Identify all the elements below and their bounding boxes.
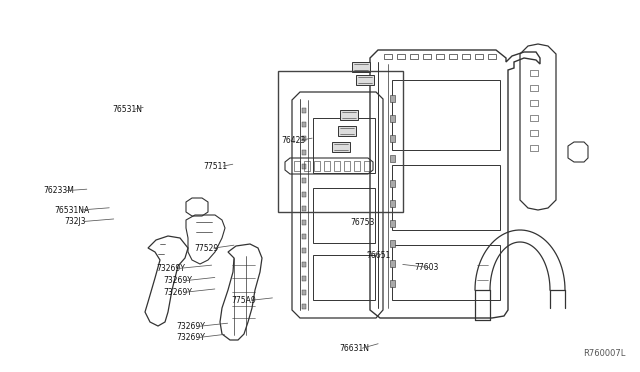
Bar [302, 290, 306, 295]
Bar [390, 180, 395, 187]
Bar [410, 54, 418, 59]
Bar [392, 165, 500, 230]
Text: 76631N: 76631N [339, 344, 369, 353]
Bar [356, 75, 374, 85]
Bar [314, 161, 320, 171]
Bar [462, 54, 470, 59]
Text: 73269Y: 73269Y [163, 276, 192, 285]
Bar [302, 192, 306, 197]
Text: 76531NA: 76531NA [54, 206, 90, 215]
Bar [302, 122, 306, 127]
Text: 73269Y: 73269Y [176, 333, 205, 342]
Bar [390, 200, 395, 207]
Bar [364, 161, 370, 171]
Bar [390, 115, 395, 122]
Bar [304, 161, 310, 171]
Text: 73269Y: 73269Y [176, 322, 205, 331]
Bar [344, 161, 350, 171]
Bar [324, 161, 330, 171]
Bar [302, 178, 306, 183]
Text: R760007L: R760007L [582, 349, 625, 358]
Bar [334, 161, 340, 171]
Bar [354, 161, 360, 171]
Bar [302, 108, 306, 113]
Bar [397, 54, 405, 59]
Bar [390, 240, 395, 247]
Text: 77511: 77511 [204, 162, 228, 171]
Bar [390, 280, 395, 287]
Bar [302, 150, 306, 155]
Bar [390, 135, 395, 142]
Text: 77529: 77529 [194, 244, 218, 253]
Text: 73269Y: 73269Y [163, 288, 192, 297]
Bar [390, 220, 395, 227]
Text: 775A9: 775A9 [232, 296, 257, 305]
Bar [338, 126, 356, 136]
Bar [390, 95, 395, 102]
Bar [302, 136, 306, 141]
Text: 76423: 76423 [282, 136, 306, 145]
Text: 76753: 76753 [351, 218, 375, 227]
Bar [488, 54, 496, 59]
Bar [302, 164, 306, 169]
Bar [340, 110, 358, 120]
Bar [390, 260, 395, 267]
Bar [530, 115, 538, 121]
Bar [302, 304, 306, 309]
Bar [294, 161, 300, 171]
Bar [530, 100, 538, 106]
Bar [384, 54, 392, 59]
Text: 732J3: 732J3 [64, 217, 86, 226]
Bar [392, 245, 500, 300]
Bar [278, 71, 403, 212]
Bar [436, 54, 444, 59]
Bar [313, 255, 375, 300]
Text: 76233M: 76233M [44, 186, 74, 195]
Bar [302, 276, 306, 281]
Bar [530, 85, 538, 91]
Bar [390, 155, 395, 162]
Bar [423, 54, 431, 59]
Bar [530, 145, 538, 151]
Bar [392, 80, 500, 150]
Text: 76531N: 76531N [112, 105, 142, 114]
Bar [530, 70, 538, 76]
Bar [449, 54, 457, 59]
Bar [530, 130, 538, 136]
Bar [302, 248, 306, 253]
Bar [313, 118, 375, 173]
Bar [352, 62, 370, 72]
Text: 73269Y: 73269Y [157, 264, 186, 273]
Bar [475, 54, 483, 59]
Bar [313, 188, 375, 243]
Bar [302, 220, 306, 225]
Text: 77603: 77603 [415, 263, 439, 272]
Text: 76651: 76651 [367, 251, 391, 260]
Bar [302, 262, 306, 267]
Bar [302, 206, 306, 211]
Bar [332, 142, 350, 152]
Bar [302, 234, 306, 239]
